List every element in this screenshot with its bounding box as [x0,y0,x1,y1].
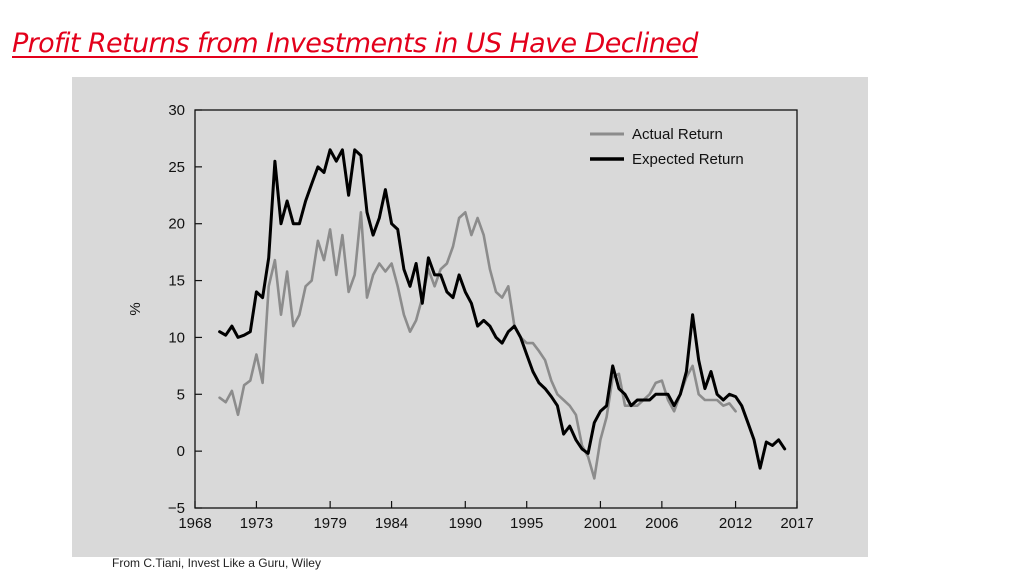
legend: Actual Return Expected Return [590,126,744,168]
y-tick-label: 5 [177,386,185,403]
y-tick-label: 0 [177,443,185,460]
plot-area [194,109,798,509]
x-tick-label: 1990 [449,515,482,532]
y-axis: −5 0 5 10 15 20 25 30 [168,102,202,517]
actual-return-line [218,211,737,480]
actual-return-legend-label: Actual Return [632,126,723,143]
chart-background [72,77,868,557]
x-tick-label: 1979 [313,515,346,532]
x-tick-label: 2012 [719,515,752,532]
y-tick-label: 20 [168,216,185,233]
chart-panel: −5 0 5 10 15 20 25 30 1968 1973 1979 1984 1990 1995 2… [72,77,868,557]
x-tick-label: 2006 [645,515,678,532]
x-tick-label: 1968 [178,515,211,532]
y-tick-label: 10 [168,329,185,346]
line-chart: −5 0 5 10 15 20 25 30 1968 1973 1979 1984 1990 1995 2… [72,77,868,557]
series-layer [218,148,787,480]
x-tick-label: 1973 [240,515,273,532]
y-axis-label: % [127,302,144,315]
y-tick-label: 25 [168,159,185,176]
slide-title: Profit Returns from Investments in US Ha… [12,28,698,59]
y-tick-label: 15 [168,273,185,290]
expected-return-legend-label: Expected Return [632,151,744,168]
y-tick-label: 30 [168,102,185,119]
source-note: From C.Tiani, Invest Like a Guru, Wiley [112,556,321,570]
x-tick-label: 2017 [780,515,813,532]
expected-return-line [218,148,787,470]
x-axis: 1968 1973 1979 1984 1990 1995 2001 2006 2012 2017 [178,501,814,532]
x-tick-label: 1984 [375,515,408,532]
x-tick-label: 2001 [584,515,617,532]
y-tick-label: −5 [168,500,185,517]
x-tick-label: 1995 [510,515,543,532]
